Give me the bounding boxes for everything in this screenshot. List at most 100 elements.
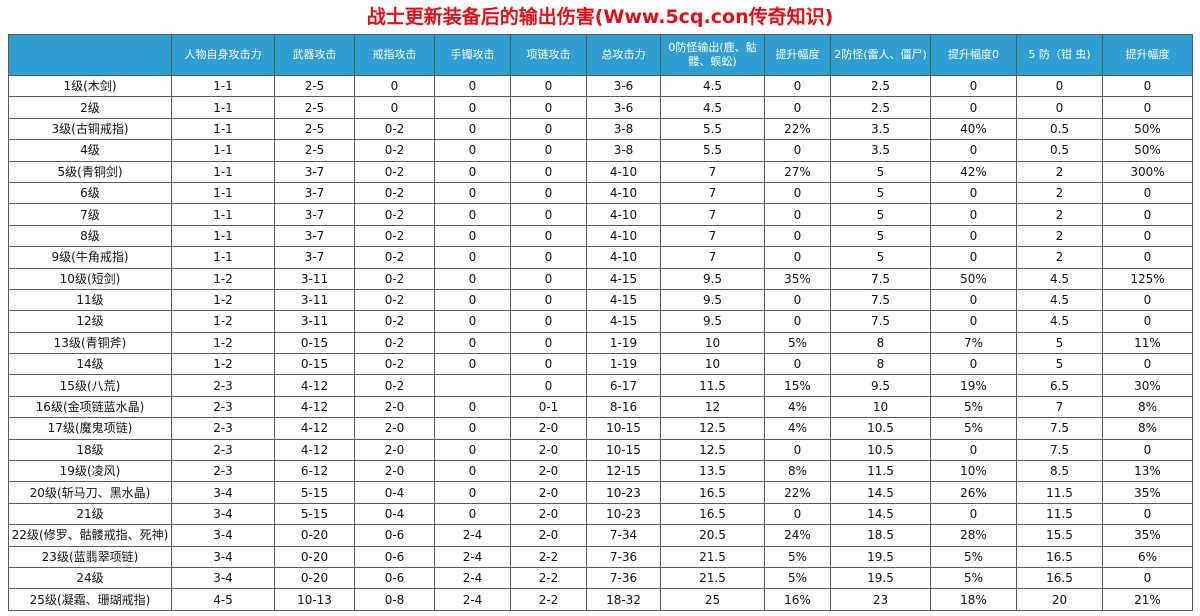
increase-2-cell: 5% <box>930 395 1017 419</box>
increase-2-cell: 0 <box>930 438 1017 462</box>
table-row: 2级 1-1 2-5 0 0 0 3-6 4.5 0 2.5 0 0 0 <box>8 96 1193 119</box>
total-attack-cell: 10-23 <box>586 502 661 526</box>
five-def-output-cell: 2 <box>1016 181 1103 205</box>
base-attack-cell: 1-1 <box>171 139 275 162</box>
two-def-output-cell: 18.5 <box>830 524 931 547</box>
total-attack-cell: 10-15 <box>586 438 661 462</box>
increase-1-cell: 35% <box>764 267 831 290</box>
ring-attack-cell: 0-2 <box>354 374 435 397</box>
bracelet-attack-cell: 0 <box>434 96 511 119</box>
base-attack-cell: 3-4 <box>171 566 275 590</box>
necklace-attack-cell: 0 <box>510 331 587 355</box>
level-cell: 19级(凌风) <box>8 460 172 483</box>
increase-3-cell: 35% <box>1102 524 1193 547</box>
increase-3-cell: 0 <box>1102 438 1193 462</box>
increase-1-cell: 5% <box>764 331 831 355</box>
level-cell: 7级 <box>8 203 172 226</box>
two-def-output-cell: 23 <box>830 588 931 611</box>
increase-1-cell: 22% <box>764 481 831 504</box>
weapon-attack-cell: 2-5 <box>274 74 355 98</box>
increase-1-cell: 0 <box>764 353 831 376</box>
table-row: 20级(斩马刀、黑水晶) 3-4 5-15 0-4 0 2-0 10-23 16.5 22% 14… <box>8 481 1193 504</box>
zero-def-output-cell: 7 <box>660 224 765 248</box>
five-def-output-cell: 16.5 <box>1016 545 1103 568</box>
zero-def-output-cell: 21.5 <box>660 545 765 568</box>
increase-1-cell: 5% <box>764 566 831 590</box>
base-attack-cell: 1-1 <box>171 246 275 269</box>
table-row: 16级(金项链蓝水晶) 2-3 4-12 2-0 0 0-1 8-16 12 4% 10 5% 7 8% <box>8 395 1193 419</box>
weapon-attack-cell: 4-12 <box>274 438 355 462</box>
ring-attack-cell: 0-2 <box>354 139 435 162</box>
increase-1-cell: 0 <box>764 246 831 269</box>
increase-3-cell: 0 <box>1102 74 1193 98</box>
increase-3-cell: 21% <box>1102 588 1193 611</box>
five-def-output-cell: 2 <box>1016 160 1103 183</box>
zero-def-output-cell: 25 <box>660 588 765 611</box>
zero-def-output-cell: 10 <box>660 353 765 376</box>
increase-3-cell: 8% <box>1102 395 1193 419</box>
bracelet-attack-cell: 0 <box>434 481 511 504</box>
zero-def-output-cell: 16.5 <box>660 481 765 504</box>
base-attack-cell: 1-1 <box>171 224 275 248</box>
total-attack-cell: 1-19 <box>586 353 661 376</box>
ring-attack-cell: 0-6 <box>354 524 435 547</box>
bracelet-attack-cell: 2-4 <box>434 588 511 611</box>
bracelet-attack-cell: 2-4 <box>434 545 511 568</box>
ring-attack-cell: 0-2 <box>354 246 435 269</box>
level-cell: 23级(蓝翡翠项链) <box>8 545 172 568</box>
necklace-attack-cell: 0 <box>510 181 587 205</box>
increase-2-cell: 0 <box>930 502 1017 526</box>
total-attack-cell: 4-10 <box>586 160 661 183</box>
two-def-output-cell: 5 <box>830 181 931 205</box>
five-def-output-cell: 2 <box>1016 224 1103 248</box>
two-def-output-cell: 7.5 <box>830 310 931 333</box>
two-def-output-cell: 10.5 <box>830 438 931 462</box>
weapon-attack-cell: 3-11 <box>274 288 355 312</box>
level-cell: 16级(金项链蓝水晶) <box>8 395 172 419</box>
base-attack-cell: 3-4 <box>171 481 275 504</box>
table-row: 8级 1-1 3-7 0-2 0 0 4-10 7 0 5 0 2 0 <box>8 224 1193 248</box>
base-attack-cell: 1-2 <box>171 353 275 376</box>
bracelet-attack-cell: 0 <box>434 310 511 333</box>
two-def-output-cell: 5 <box>830 224 931 248</box>
two-def-output-cell: 10.5 <box>830 417 931 440</box>
five-def-output-cell: 4.5 <box>1016 310 1103 333</box>
zero-def-output-cell: 11.5 <box>660 374 765 397</box>
total-attack-cell: 3-8 <box>586 117 661 141</box>
table-row: 4级 1-1 2-5 0-2 0 0 3-8 5.5 0 3.5 0 0.5 50% <box>8 139 1193 162</box>
weapon-attack-cell: 0-20 <box>274 566 355 590</box>
two-def-output-cell: 9.5 <box>830 374 931 397</box>
increase-3-cell: 0 <box>1102 288 1193 312</box>
total-attack-cell: 4-10 <box>586 203 661 226</box>
five-def-output-cell: 8.5 <box>1016 460 1103 483</box>
increase-3-cell: 8% <box>1102 417 1193 440</box>
level-cell: 14级 <box>8 353 172 376</box>
table-row: 22级(修罗、骷髅戒指、死神) 3-4 0-20 0-6 2-4 2-0 7-34 20.5 2… <box>8 524 1193 547</box>
total-attack-cell: 10-23 <box>586 481 661 504</box>
bracelet-attack-cell: 0 <box>434 181 511 205</box>
ring-attack-cell: 0-2 <box>354 117 435 141</box>
level-cell: 2级 <box>8 96 172 119</box>
table-row: 7级 1-1 3-7 0-2 0 0 4-10 7 0 5 0 2 0 <box>8 203 1193 226</box>
increase-2-cell: 40% <box>930 117 1017 141</box>
ring-attack-cell: 0-6 <box>354 566 435 590</box>
bracelet-attack-cell: 0 <box>434 117 511 141</box>
two-def-output-cell: 14.5 <box>830 481 931 504</box>
ring-attack-cell: 0-2 <box>354 224 435 248</box>
five-def-output-cell: 5 <box>1016 331 1103 355</box>
total-attack-cell: 1-19 <box>586 331 661 355</box>
five-def-output-cell: 15.5 <box>1016 524 1103 547</box>
two-def-output-cell: 7.5 <box>830 288 931 312</box>
table-row: 13级(青铜斧) 1-2 0-15 0-2 0 0 1-19 10 5% 8 7% 5 11% <box>8 331 1193 355</box>
zero-def-output-cell: 10 <box>660 331 765 355</box>
increase-2-cell: 0 <box>930 288 1017 312</box>
weapon-attack-cell: 6-12 <box>274 460 355 483</box>
weapon-attack-cell: 10-13 <box>274 588 355 611</box>
zero-def-output-cell: 5.5 <box>660 139 765 162</box>
base-attack-cell: 1-1 <box>171 96 275 119</box>
level-cell: 4级 <box>8 139 172 162</box>
table-row: 17级(魔鬼项链) 2-3 4-12 2-0 0 2-0 10-15 12.5 4% 10.5 5%… <box>8 417 1193 440</box>
zero-def-output-cell: 7 <box>660 203 765 226</box>
necklace-attack-cell: 0 <box>510 310 587 333</box>
bracelet-attack-cell: 0 <box>434 267 511 290</box>
